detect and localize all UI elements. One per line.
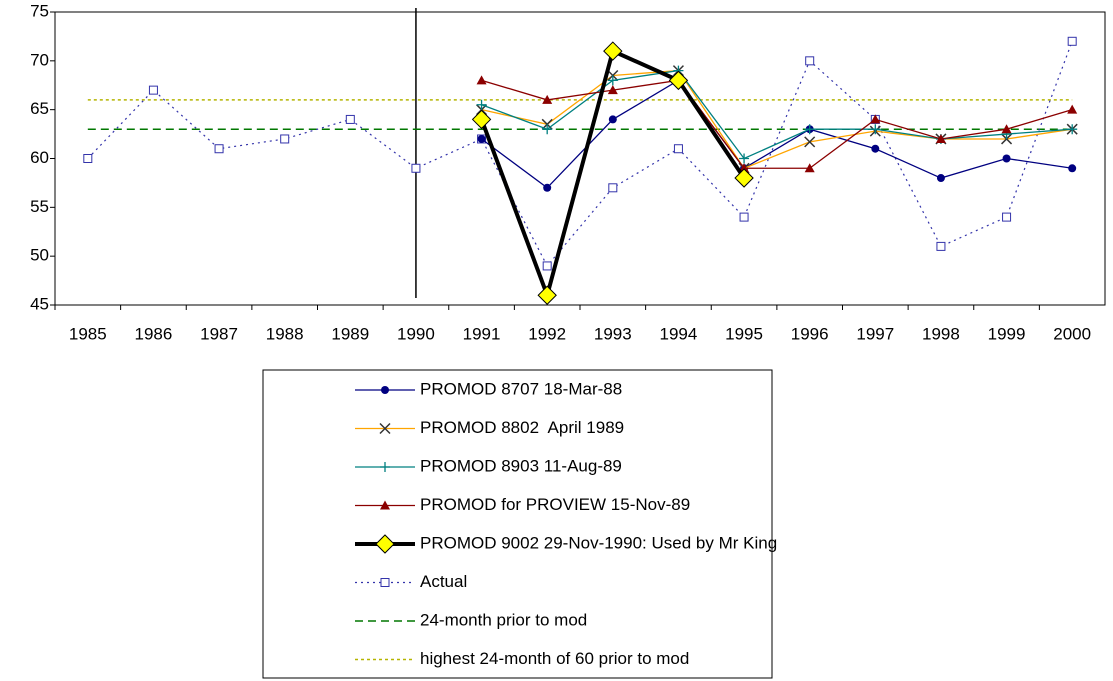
x-tick-label: 1989: [331, 324, 369, 343]
marker: [870, 124, 881, 135]
marker: [1068, 164, 1077, 173]
x-tick-label: 1988: [266, 324, 304, 343]
legend-marker: [381, 386, 389, 394]
marker: [871, 144, 880, 153]
x-tick-label: 1990: [397, 324, 435, 343]
marker: [1067, 36, 1077, 46]
marker: [1002, 154, 1011, 163]
marker: [734, 168, 754, 188]
marker: [668, 70, 689, 91]
x-tick-label: 1991: [463, 324, 501, 343]
legend-label: PROMOD 8903 11-Aug-89: [420, 456, 622, 475]
y-tick-label: 75: [30, 1, 49, 20]
y-tick-label: 45: [30, 294, 49, 313]
marker: [603, 41, 623, 61]
legend-marker: [380, 462, 390, 472]
legend-label: highest 24-month of 60 prior to mod: [420, 649, 689, 668]
series-line: [481, 69, 1073, 170]
legend-label: PROMOD for PROVIEW 15-Nov-89: [420, 495, 690, 514]
x-tick-label: 1987: [200, 324, 238, 343]
marker: [543, 183, 552, 192]
y-tick-label: 70: [30, 50, 49, 69]
marker: [608, 115, 617, 124]
marker: [936, 241, 946, 251]
marker: [1067, 124, 1078, 135]
marker: [476, 99, 487, 110]
marker: [673, 144, 683, 154]
marker: [804, 136, 816, 148]
marker: [345, 114, 355, 124]
x-tick-label: 1985: [69, 324, 107, 343]
marker: [1001, 124, 1012, 134]
x-tick-label: 1996: [791, 324, 829, 343]
x-tick-label: 1998: [922, 324, 960, 343]
x-tick-label: 1994: [660, 324, 698, 343]
x-tick-label: 1999: [988, 324, 1026, 343]
x-tick-label: 1992: [528, 324, 566, 343]
x-tick-label: 1993: [594, 324, 632, 343]
y-tick-label: 50: [30, 246, 49, 265]
marker: [608, 183, 618, 193]
marker: [935, 133, 946, 143]
x-tick-label: 1986: [135, 324, 173, 343]
y-tick-label: 65: [30, 99, 49, 118]
y-tick-label: 55: [30, 197, 49, 216]
series-line: [481, 79, 1073, 169]
marker: [607, 75, 618, 86]
marker: [542, 124, 553, 135]
marker: [471, 109, 492, 130]
marker: [83, 154, 93, 163]
series-line: [481, 69, 1073, 160]
marker: [537, 285, 557, 305]
legend-label: PROMOD 8802 April 1989: [420, 418, 624, 437]
y-tick-label: 60: [30, 148, 49, 167]
legend-marker: [375, 534, 395, 554]
marker: [1002, 212, 1012, 222]
legend-label: 24-month prior to mod: [420, 610, 587, 629]
marker: [280, 134, 290, 144]
plot-area: [54, 11, 1106, 306]
marker: [805, 56, 815, 66]
marker: [739, 153, 750, 164]
marker: [477, 134, 486, 143]
marker: [804, 163, 815, 173]
marker: [739, 212, 749, 222]
x-tick-label: 2000: [1053, 324, 1091, 343]
marker: [870, 114, 881, 124]
marker: [1067, 104, 1078, 114]
legend-marker: [380, 578, 390, 587]
marker: [214, 144, 224, 154]
marker: [148, 85, 158, 95]
marker: [936, 174, 945, 183]
legend-label: PROMOD 9002 29-Nov-1990: Used by Mr King: [420, 533, 777, 552]
legend-label: Actual: [420, 572, 467, 591]
legend-label: PROMOD 8707 18-Mar-88: [420, 379, 622, 398]
marker: [739, 163, 750, 173]
legend-box: [262, 369, 773, 679]
marker: [542, 94, 553, 104]
x-tick-label: 1997: [856, 324, 894, 343]
legend-marker: [379, 422, 391, 435]
marker: [542, 261, 552, 271]
marker: [804, 124, 815, 135]
marker: [476, 75, 487, 85]
legend-marker: [380, 500, 390, 510]
marker: [607, 85, 618, 95]
x-tick-label: 1995: [725, 324, 763, 343]
marker: [411, 163, 421, 173]
series-line: [481, 79, 1073, 189]
